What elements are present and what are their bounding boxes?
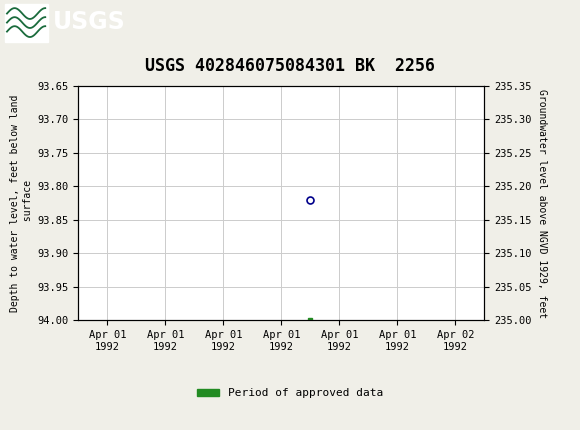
FancyBboxPatch shape — [5, 3, 48, 42]
Y-axis label: Groundwater level above NGVD 1929, feet: Groundwater level above NGVD 1929, feet — [537, 89, 547, 318]
Text: USGS: USGS — [53, 9, 126, 34]
Legend: Period of approved data: Period of approved data — [193, 384, 387, 403]
Y-axis label: Depth to water level, feet below land
 surface: Depth to water level, feet below land su… — [10, 95, 33, 312]
Text: USGS 402846075084301 BK  2256: USGS 402846075084301 BK 2256 — [145, 58, 435, 75]
